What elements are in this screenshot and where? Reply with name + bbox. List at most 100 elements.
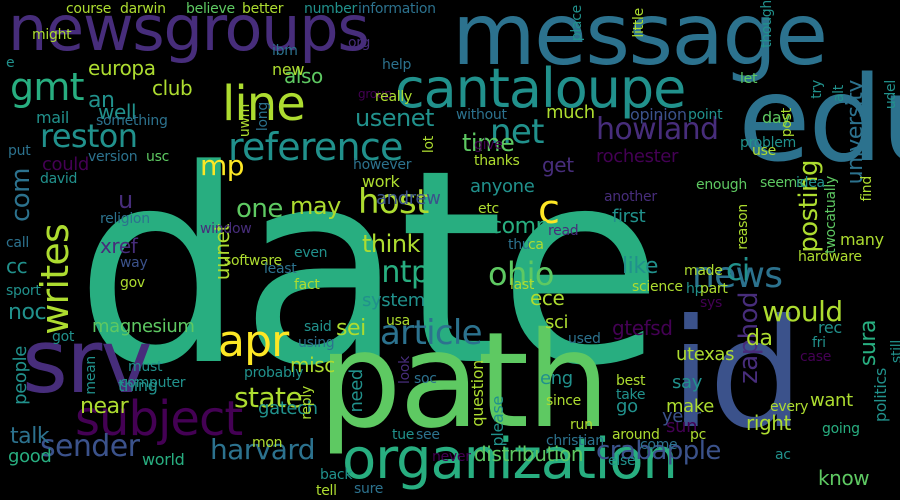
cloud-word: ca [528,237,544,253]
cloud-word: reference [228,125,403,169]
cloud-word: gov [120,275,145,291]
cloud-word: like [622,254,658,279]
cloud-word: reply [299,386,315,420]
cloud-word: thu [508,237,531,253]
cloud-word: darwin [120,1,166,17]
cloud-word: ibm [272,43,298,59]
cloud-word: misc [290,353,335,377]
cloud-word: last [510,277,535,293]
cloud-word: think [362,230,420,258]
cloud-word: better [242,1,284,17]
cloud-word: case [800,349,832,365]
cloud-word: probably [244,365,304,381]
cloud-word: xref [100,234,138,258]
cloud-word: get [542,153,574,177]
cloud-word: ece [530,286,565,310]
cloud-word: system [362,290,425,311]
cloud-word: idea [796,175,825,191]
cloud-word: problem [740,135,796,151]
cloud-word: use [752,143,776,159]
cloud-word: world [142,450,185,469]
cloud-word: christian [546,433,604,449]
cloud-word: something [96,113,168,129]
cloud-word: id [670,288,804,462]
cloud-word: eng [540,368,573,389]
cloud-word: day [762,108,791,127]
cloud-word: could [42,154,89,175]
cloud-word: come [640,437,678,453]
cloud-word: see [416,427,440,443]
cloud-word: tue [392,427,415,443]
cloud-word: thing [118,376,158,395]
cloud-word: distribution [474,442,584,466]
cloud-word: club [152,76,193,100]
cloud-word: sura [856,320,881,367]
cloud-word: noc [8,300,47,325]
cloud-word: talk [10,424,50,449]
cloud-word: work [362,172,400,191]
cloud-word: sport [6,283,41,299]
cloud-word: srv [22,310,153,413]
cloud-word: want [810,390,853,411]
cloud-word: article [380,313,483,353]
cloud-word: new [272,60,305,79]
cloud-word: soc [414,371,437,387]
cloud-word: little [631,8,647,38]
cloud-word: used [568,331,601,347]
cloud-word: well [98,100,137,124]
cloud-word: say [672,372,702,393]
cloud-word: sure [354,481,384,497]
cloud-word: anyone [470,176,535,197]
cloud-word: good [8,446,52,467]
cloud-word: part [700,281,728,297]
cloud-word: religion [100,211,150,227]
cloud-word: andrew [376,188,441,209]
cloud-word: uwm [237,104,253,138]
cloud-word: tell [316,483,337,499]
cloud-word: enough [696,177,748,193]
cloud-word: must [128,359,163,375]
cloud-word: posting [794,160,824,253]
cloud-word: even [294,245,328,261]
cloud-word: newsgroups [8,0,370,65]
cloud-word: edu [738,50,900,188]
cloud-word: line [222,76,306,132]
cloud-word: apr [218,316,289,367]
cloud-word: hardware [798,249,862,265]
cloud-word: version [88,149,138,165]
cloud-word: mp [200,149,244,182]
cloud-word: make [666,396,714,417]
cloud-word: seems [760,175,805,191]
cloud-word: give [474,137,503,153]
cloud-word: news [692,255,783,296]
cloud-word: number [304,1,357,17]
cloud-word: harvard [210,433,316,466]
cloud-word: an [88,88,115,113]
cloud-word: rec [818,318,842,337]
cloud-word: date [75,113,663,425]
cloud-word: utexas [676,344,735,365]
cloud-word: gtefsd [612,316,673,340]
cloud-word: david [40,171,78,187]
cloud-word: since [546,393,581,409]
cloud-word: state [234,381,303,414]
cloud-word: host [358,182,429,222]
cloud-word: sender [40,429,140,464]
cloud-word: hp [686,281,704,297]
cloud-word: usa [386,313,410,329]
cloud-word: still [889,340,900,364]
cloud-word: every [770,399,809,415]
cloud-word: e [6,55,15,71]
cloud-word: without [456,107,507,123]
cloud-word: however [353,157,412,173]
cloud-word: best [616,373,646,389]
cloud-word: com [6,168,36,222]
cloud-word: year [662,406,701,427]
cloud-word: please [488,396,507,447]
cloud-word: people [10,346,31,405]
cloud-word: cc [6,254,28,278]
cloud-word: ohio [488,255,554,293]
cloud-word: usenet [355,104,434,132]
cloud-word: university [843,80,868,185]
cloud-word: going [822,421,860,437]
